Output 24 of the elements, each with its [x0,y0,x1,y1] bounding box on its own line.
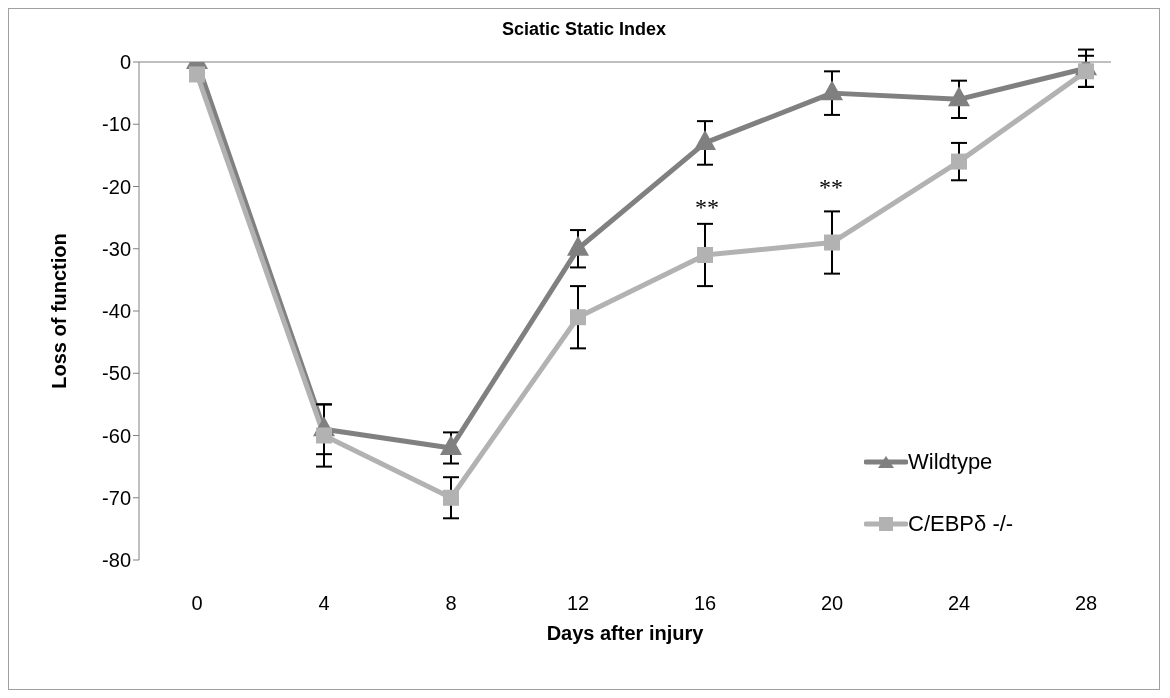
x-tick-label: 0 [191,592,203,615]
x-tick-label: 28 [1074,592,1098,615]
y-tick-label: -70 [102,486,131,509]
x-axis-title: Days after injury [546,622,705,644]
annotation: ** [695,194,719,221]
x-tick-label: 8 [445,592,457,615]
legend-label: C/EBPδ -/- [908,511,1014,537]
annotation: ** [819,174,843,201]
x-tick-label: 16 [693,592,717,615]
y-tick-label: -30 [102,237,131,260]
y-tick-label: -40 [102,300,131,323]
y-tick-label: -80 [102,549,131,572]
chart-title: Sciatic Static Index [500,19,668,40]
legend-label: Wildtype [908,449,993,475]
y-axis-title: Loss of function [48,233,71,389]
y-tick-label: 0 [119,51,131,74]
y-tick-label: -20 [102,175,131,198]
x-tick-label: 24 [947,592,971,615]
y-tick-label: -50 [102,362,131,385]
x-tick-label: 4 [318,592,330,615]
x-tick-label: 12 [566,592,590,615]
y-tick-label: -60 [102,424,131,447]
y-tick-label: -10 [102,113,131,136]
x-tick-label: 20 [820,592,844,615]
